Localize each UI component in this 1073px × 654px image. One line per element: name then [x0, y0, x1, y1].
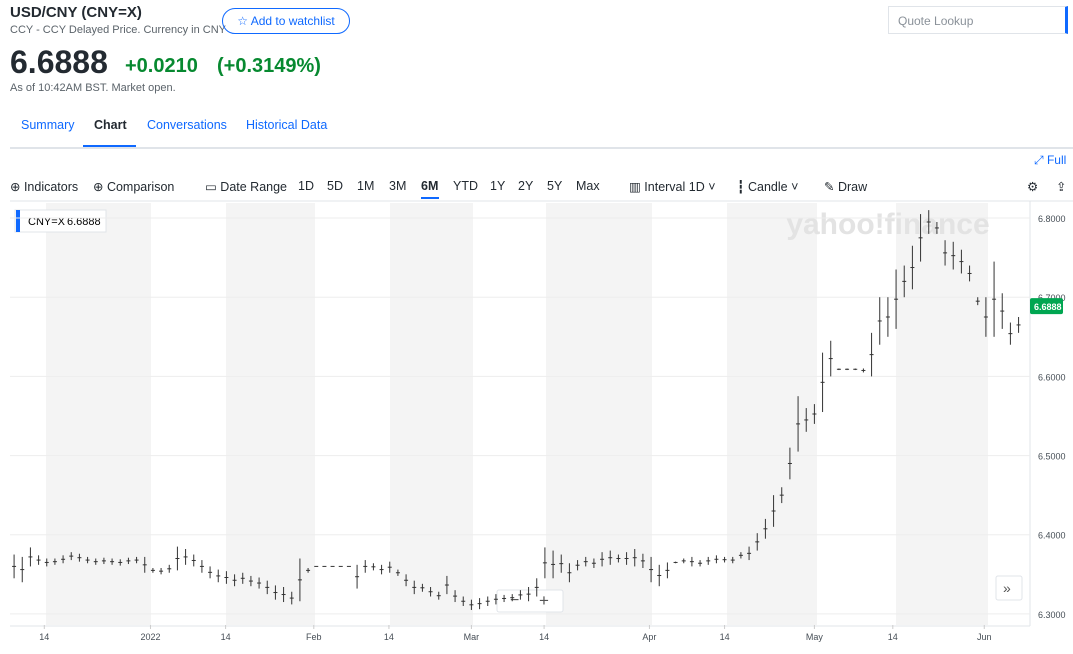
symbol-title: USD/CNY (CNY=X): [10, 4, 142, 21]
x-tick-label: 2022: [140, 632, 160, 642]
range-button[interactable]: 1D: [298, 179, 314, 193]
comparison-button[interactable]: ⊕ Comparison: [93, 180, 175, 194]
watermark: yahoo!finance: [786, 208, 989, 241]
full-label: Full: [1046, 153, 1067, 167]
x-tick-label: May: [806, 632, 824, 642]
x-tick-label: Feb: [306, 632, 322, 642]
y-tick-label: 6.5000: [1038, 452, 1066, 462]
price: 6.6888: [10, 44, 108, 80]
x-tick-label: 14: [888, 632, 898, 642]
band: [46, 203, 151, 625]
bands: [46, 203, 988, 625]
legend-box: [14, 209, 107, 233]
watchlist-button[interactable]: ☆ Add to watchlist: [222, 8, 350, 34]
band: [727, 203, 817, 625]
label: Candle: [748, 180, 788, 194]
price-tag-label: 6.6888: [1034, 302, 1062, 312]
quote-search[interactable]: Quote Lookup: [888, 6, 1068, 34]
range-button[interactable]: 3M: [389, 179, 407, 193]
range-button[interactable]: Max: [576, 179, 600, 193]
range-button[interactable]: YTD: [453, 179, 478, 193]
range-button[interactable]: 1Y: [490, 179, 506, 193]
date-range-button[interactable]: ▭ Date Range: [205, 180, 288, 194]
y-tick-label: 6.7000: [1038, 293, 1066, 303]
x-tick-label: 14: [720, 632, 730, 642]
range-button[interactable]: 5D: [327, 179, 343, 193]
range-button[interactable]: 2Y: [518, 179, 534, 193]
tab-indicator: [83, 145, 136, 148]
tab[interactable]: Chart: [94, 118, 127, 132]
range-button[interactable]: 5Y: [547, 179, 563, 193]
band: [546, 203, 652, 625]
zoom-in[interactable]: +: [539, 591, 549, 610]
band: [390, 203, 473, 625]
x-tick-label: 14: [39, 632, 49, 642]
scroll-icon: »: [1003, 580, 1011, 596]
watchlist-label: Add to watchlist: [250, 14, 335, 28]
subtitle: CCY - CCY Delayed Price. Currency in CNY: [10, 24, 226, 36]
range-button[interactable]: 1M: [357, 179, 375, 193]
y-tick-label: 6.3000: [1038, 610, 1066, 620]
style-button[interactable]: ┇ Candle ˅: [737, 180, 799, 194]
y-tick-label: 6.6000: [1038, 372, 1066, 382]
divider: [10, 147, 1073, 149]
label: Indicators: [23, 180, 79, 194]
label: Comparison: [106, 180, 175, 194]
full-button[interactable]: ⤢ Full: [1034, 153, 1067, 167]
label: Date Range: [220, 180, 288, 194]
as-of: As of 10:42AM BST. Market open.: [10, 82, 176, 94]
band: [226, 203, 315, 625]
share-button[interactable]: ⇪: [1056, 180, 1067, 194]
x-tick-label: 14: [539, 632, 549, 642]
label: Draw: [837, 180, 868, 194]
change: +0.0210: [125, 55, 198, 77]
tab[interactable]: Conversations: [147, 118, 227, 132]
x-tick-label: 14: [221, 632, 231, 642]
draw-button[interactable]: ✎ Draw: [824, 180, 868, 194]
legend-price: 6.6888: [67, 216, 101, 228]
zoom-out[interactable]: −: [510, 592, 519, 609]
band: [896, 203, 988, 625]
x-tick-label: Mar: [464, 632, 480, 642]
scroll-right[interactable]: [995, 575, 1023, 601]
range-indicator: [421, 197, 439, 199]
legend-swatch: [16, 210, 20, 232]
tab[interactable]: Summary: [21, 118, 75, 132]
y-tick-label: 6.4000: [1038, 531, 1066, 541]
change-pct: (+0.3149%): [217, 55, 321, 77]
zoom-control[interactable]: [496, 589, 564, 613]
legend-symbol: CNY=X: [28, 216, 66, 228]
tab[interactable]: Historical Data: [246, 118, 328, 132]
x-tick-label: 14: [384, 632, 394, 642]
price-tag: [1030, 298, 1063, 315]
y-tick-label: 6.8000: [1038, 214, 1066, 224]
x-tick-label: Apr: [642, 632, 656, 642]
range-button[interactable]: 6M: [421, 179, 439, 193]
indicators-button[interactable]: ⊕ Indicators: [10, 180, 79, 194]
x-tick-label: Jun: [977, 632, 992, 642]
label: Interval: [644, 180, 686, 194]
settings-button[interactable]: ⚙: [1027, 180, 1039, 194]
interval-button[interactable]: ▥ Interval 1D ˅: [629, 180, 716, 194]
label: 1D: [688, 180, 705, 194]
